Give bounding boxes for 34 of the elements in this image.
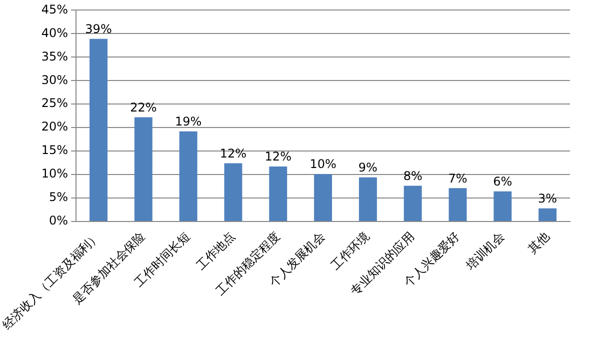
y-tick-label: 5%: [49, 190, 68, 204]
x-tick-label: 培训机会: [462, 229, 507, 274]
bar: [224, 163, 242, 221]
data-label: 6%: [493, 174, 512, 189]
data-label: 39%: [85, 22, 112, 36]
data-label: 3%: [538, 191, 558, 206]
bar: [358, 177, 377, 221]
x-tick-label: 其他: [525, 229, 552, 256]
bar: [538, 208, 557, 221]
y-tick-label: 40%: [41, 26, 68, 40]
data-label: 7%: [448, 171, 468, 186]
data-label: 9%: [358, 160, 378, 174]
bar: [90, 38, 108, 221]
y-tick-label: 15%: [41, 143, 68, 158]
bar: [134, 117, 152, 221]
y-tick-label: 35%: [41, 49, 68, 64]
y-tick-label: 30%: [41, 72, 68, 87]
data-label: 19%: [174, 114, 202, 128]
y-tick-label: 45%: [41, 2, 68, 16]
bar: [448, 188, 467, 221]
bar: [179, 131, 198, 221]
bar: [314, 174, 332, 221]
data-label: 12%: [220, 146, 247, 160]
bar: [269, 166, 288, 221]
y-tick-label: 20%: [41, 120, 68, 134]
data-label: 22%: [130, 100, 157, 114]
data-label: 8%: [403, 168, 422, 183]
bar: [494, 191, 512, 221]
data-label: 10%: [310, 157, 336, 172]
y-tick-label: 25%: [41, 96, 68, 110]
y-tick-label: 0%: [49, 214, 68, 228]
data-label: 12%: [264, 150, 292, 164]
bar: [404, 186, 422, 221]
y-tick-label: 10%: [41, 166, 68, 181]
